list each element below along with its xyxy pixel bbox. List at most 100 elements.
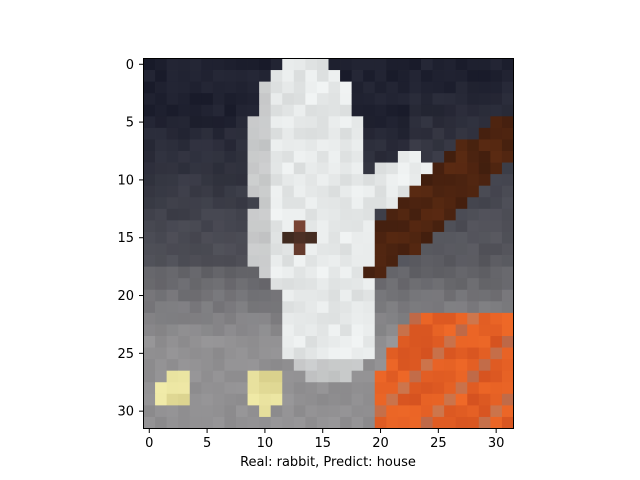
- image-pixel: [166, 382, 179, 395]
- image-pixel: [189, 359, 202, 372]
- image-pixel: [155, 197, 168, 210]
- image-pixel: [189, 162, 202, 175]
- image-pixel: [501, 185, 514, 198]
- image-pixel: [444, 393, 457, 406]
- image-pixel: [155, 81, 168, 94]
- image-pixel: [224, 312, 237, 325]
- image-pixel: [432, 393, 445, 406]
- image-pixel: [293, 255, 306, 268]
- image-pixel: [155, 382, 168, 395]
- image-pixel: [178, 266, 191, 279]
- image-pixel: [189, 93, 202, 106]
- image-pixel: [155, 93, 168, 106]
- image-pixel: [282, 208, 295, 221]
- image-pixel: [363, 289, 376, 302]
- image-pixel: [155, 127, 168, 140]
- image-pixel: [305, 174, 318, 187]
- image-pixel: [201, 243, 214, 256]
- image-pixel: [501, 139, 514, 152]
- image-pixel: [201, 324, 214, 337]
- image-pixel: [467, 405, 480, 418]
- image-pixel: [490, 278, 503, 291]
- image-pixel: [259, 116, 272, 129]
- image-pixel: [305, 220, 318, 233]
- image-pixel: [501, 197, 514, 210]
- image-pixel: [316, 301, 329, 314]
- image-pixel: [293, 162, 306, 175]
- image-pixel: [166, 162, 179, 175]
- image-pixel: [501, 370, 514, 383]
- image-pixel: [421, 266, 433, 279]
- image-pixel: [432, 93, 445, 106]
- image-pixel: [166, 58, 179, 71]
- image-pixel: [293, 382, 306, 395]
- image-pixel: [224, 116, 237, 129]
- image-pixel: [351, 324, 364, 337]
- image-pixel: [363, 266, 376, 279]
- image-pixel: [455, 405, 468, 418]
- image-pixel: [444, 336, 457, 348]
- image-pixel: [236, 220, 248, 233]
- image-pixel: [166, 116, 179, 129]
- image-pixel: [501, 127, 514, 140]
- image-pixel: [224, 393, 237, 406]
- image-pixel: [421, 231, 433, 244]
- image-pixel: [386, 266, 399, 279]
- image-pixel: [212, 301, 225, 314]
- y-tick: 20: [117, 289, 144, 304]
- image-pixel: [455, 220, 468, 233]
- image-pixel: [386, 370, 399, 383]
- image-pixel: [201, 301, 214, 314]
- y-tick-label: 30: [117, 405, 134, 420]
- image-pixel: [432, 208, 445, 221]
- image-pixel: [478, 359, 491, 372]
- image-pixel: [212, 231, 225, 244]
- image-pixel: [236, 231, 248, 244]
- image-pixel: [212, 416, 225, 429]
- image-pixel: [155, 139, 168, 152]
- image-pixel: [270, 139, 283, 152]
- image-pixel: [178, 127, 191, 140]
- image-pixel: [270, 104, 283, 117]
- image-pixel: [421, 93, 433, 106]
- image-pixel: [316, 255, 329, 268]
- image-pixel: [178, 359, 191, 372]
- image-pixel: [432, 416, 445, 429]
- image-pixel: [316, 185, 329, 198]
- image-pixel: [444, 382, 457, 395]
- image-pixel: [155, 347, 168, 360]
- image-pixel: [478, 393, 491, 406]
- y-tick: 15: [117, 231, 144, 246]
- image-pixel: [247, 243, 260, 256]
- image-pixel: [201, 197, 214, 210]
- image-pixel: [444, 139, 457, 152]
- image-pixel: [421, 58, 433, 71]
- image-pixel: [386, 324, 399, 337]
- image-pixel: [305, 231, 318, 244]
- image-pixel: [501, 289, 514, 302]
- image-pixel: [143, 289, 156, 302]
- image-pixel: [409, 81, 422, 94]
- image-pixel: [201, 370, 214, 383]
- image-pixel: [305, 255, 318, 268]
- image-pixel: [166, 359, 179, 372]
- image-pixel: [340, 370, 353, 383]
- image-pixel: [270, 266, 283, 279]
- image-pixel: [455, 336, 468, 348]
- image-pixel: [363, 301, 376, 314]
- image-pixel: [490, 382, 503, 395]
- image-pixel: [212, 278, 225, 291]
- image-pixel: [386, 93, 399, 106]
- image-pixel: [201, 127, 214, 140]
- image-pixel: [409, 289, 422, 302]
- image-pixel: [328, 185, 341, 198]
- image-pixel: [155, 312, 168, 325]
- image-pixel: [397, 151, 410, 163]
- image-pixel: [444, 197, 457, 210]
- image-pixel: [374, 220, 387, 233]
- image-pixel: [270, 255, 283, 268]
- image-pixel: [166, 312, 179, 325]
- image-pixel: [386, 289, 399, 302]
- image-pixel: [178, 231, 191, 244]
- image-pixel: [467, 243, 480, 256]
